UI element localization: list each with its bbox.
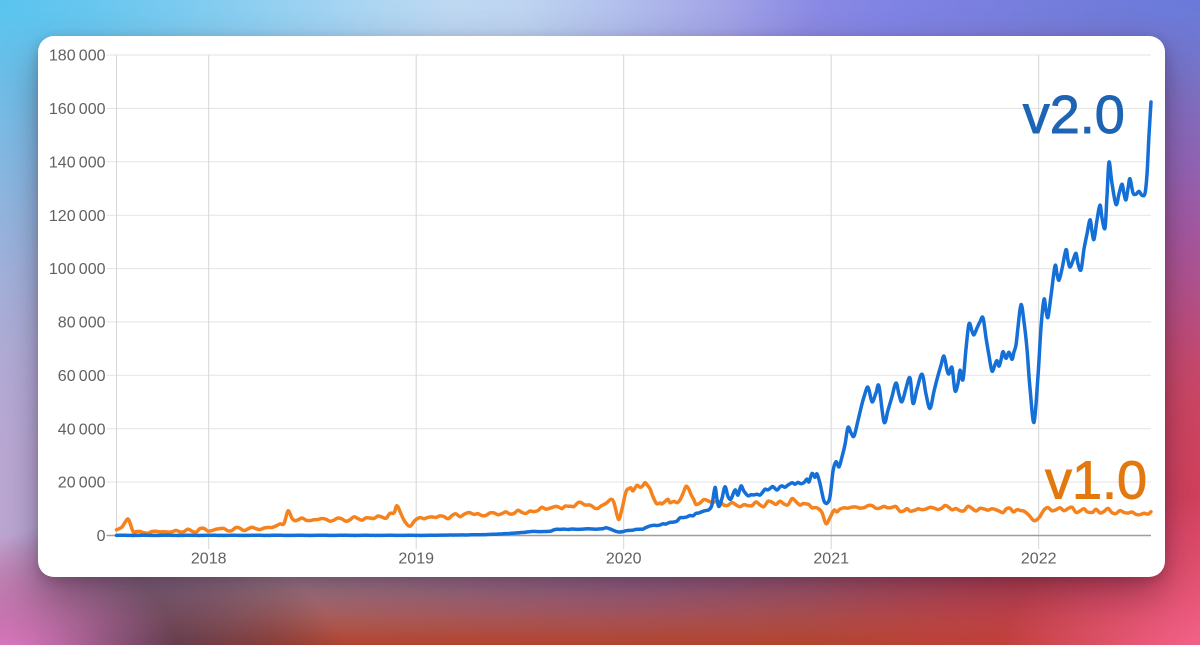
svg-text:v1.0: v1.0 bbox=[1045, 450, 1147, 510]
svg-text:v2.0: v2.0 bbox=[1023, 85, 1125, 145]
svg-text:2022: 2022 bbox=[1021, 551, 1057, 568]
svg-text:80 000: 80 000 bbox=[58, 315, 106, 332]
svg-text:2021: 2021 bbox=[813, 551, 849, 568]
svg-text:100 000: 100 000 bbox=[49, 261, 106, 278]
svg-text:60 000: 60 000 bbox=[58, 368, 106, 385]
svg-text:40 000: 40 000 bbox=[58, 421, 106, 438]
svg-text:120 000: 120 000 bbox=[49, 208, 106, 225]
svg-text:180 000: 180 000 bbox=[49, 48, 106, 65]
svg-text:2018: 2018 bbox=[191, 551, 227, 568]
svg-text:140 000: 140 000 bbox=[49, 154, 106, 171]
svg-text:0: 0 bbox=[97, 528, 106, 545]
svg-text:20 000: 20 000 bbox=[58, 475, 106, 492]
svg-text:2019: 2019 bbox=[398, 551, 434, 568]
svg-text:160 000: 160 000 bbox=[49, 101, 106, 118]
svg-text:2020: 2020 bbox=[606, 551, 642, 568]
